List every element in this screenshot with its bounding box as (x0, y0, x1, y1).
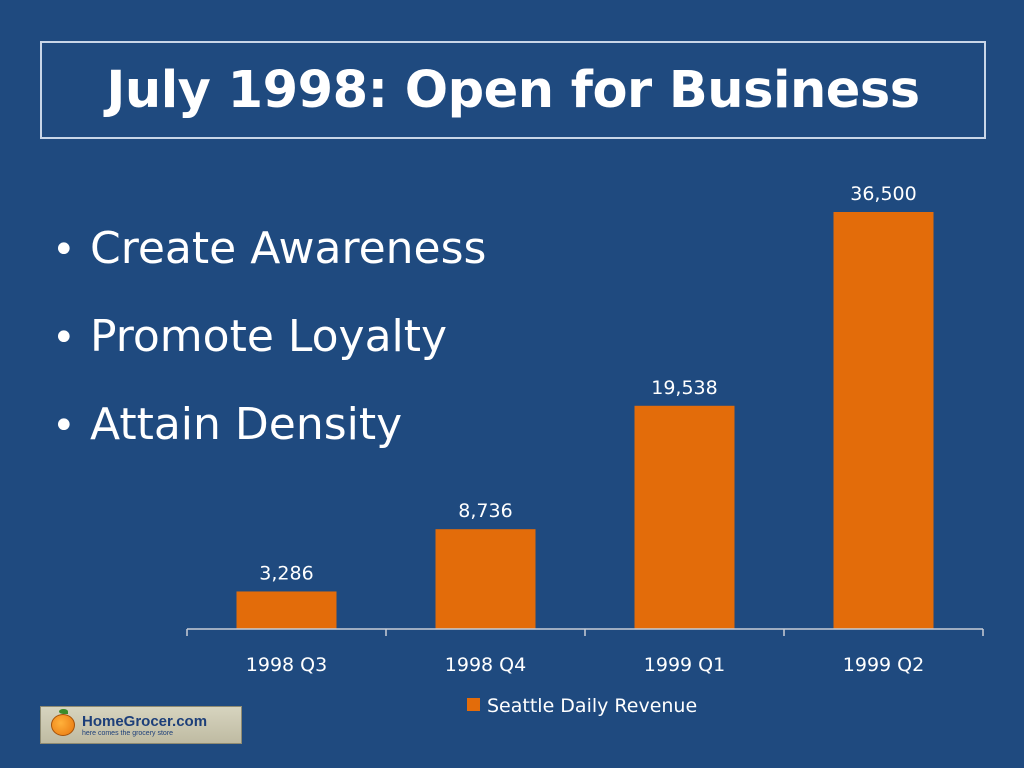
x-tick-label: 1999 Q1 (644, 654, 725, 676)
legend-swatch (467, 698, 480, 711)
x-tick-label: 1998 Q4 (445, 654, 526, 676)
data-label: 8,736 (458, 500, 512, 522)
legend-label: Seattle Daily Revenue (487, 695, 697, 717)
bullet-dot: • (52, 403, 76, 449)
x-tick-label: 1999 Q2 (843, 654, 924, 676)
data-label: 3,286 (259, 562, 313, 584)
x-tick-label: 1998 Q3 (246, 654, 327, 676)
orange-icon (51, 709, 75, 736)
homegrocer-logo: HomeGrocer.com here comes the grocery st… (40, 706, 242, 744)
logo-tagline: here comes the grocery store (82, 729, 174, 737)
bullet-dot: • (52, 227, 76, 273)
bullet-dot: • (52, 315, 76, 361)
bar (634, 405, 735, 629)
logo-name: HomeGrocer.com (82, 712, 208, 730)
bullet-item: • Promote Loyalty (52, 302, 486, 390)
bar (435, 529, 536, 629)
bar (236, 591, 337, 629)
data-label: 36,500 (850, 183, 916, 205)
bullet-text: Create Awareness (90, 223, 487, 274)
bullet-text: Attain Density (90, 399, 403, 450)
bullet-text: Promote Loyalty (90, 311, 448, 362)
bar (833, 212, 934, 629)
data-label: 19,538 (651, 377, 717, 399)
bullet-item: • Create Awareness (52, 214, 486, 302)
slide-title: July 1998: Open for Business (40, 41, 986, 139)
bullet-item: • Attain Density (52, 390, 486, 478)
bullet-list: • Create Awareness • Promote Loyalty • Atta… (52, 214, 486, 478)
logo-text: HomeGrocer.com here comes the grocery st… (82, 714, 207, 737)
